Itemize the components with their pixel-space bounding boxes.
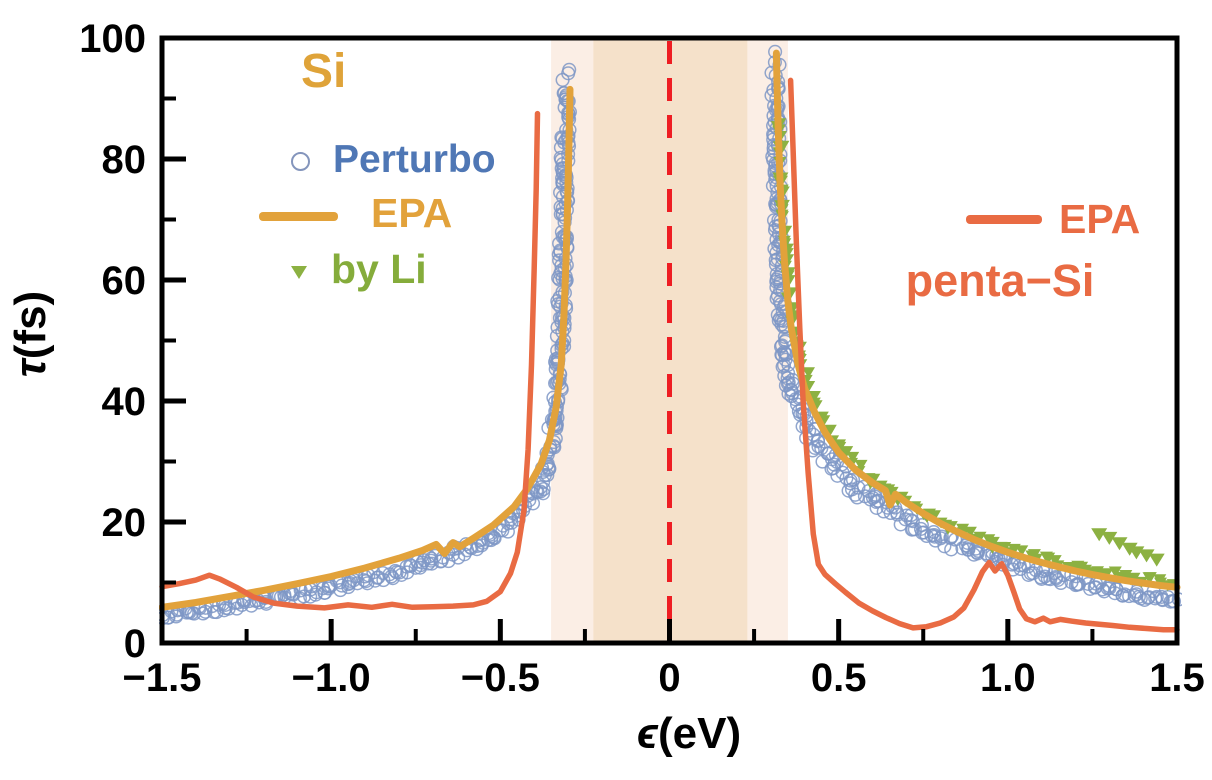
perturbo-si-point xyxy=(234,597,249,613)
legend-item-by-li: by Li xyxy=(331,246,427,292)
triangle-down-icon xyxy=(291,266,307,279)
byli-si-point xyxy=(928,510,941,522)
byli-si-outlier-point xyxy=(1148,553,1165,567)
perturbo-si-point xyxy=(1053,575,1068,591)
x-tick-label: 0.5 xyxy=(811,656,867,700)
perturbo-si-point xyxy=(1034,571,1049,586)
byli-si-point xyxy=(807,391,821,402)
perturbo-si-point xyxy=(774,338,789,353)
perturbo-si-point xyxy=(529,484,544,499)
x-tick-label: −1.5 xyxy=(123,656,202,700)
epa-si-line xyxy=(772,49,1181,591)
y-tick-label: 0 xyxy=(124,622,146,666)
y-tick-label: 80 xyxy=(102,138,147,182)
perturbo-si-point xyxy=(540,468,555,483)
tau-symbol: τ xyxy=(6,359,55,378)
legend-item-epa-si: EPA xyxy=(371,190,453,236)
perturbo-si-point xyxy=(778,347,794,362)
byli-si-point xyxy=(846,451,860,463)
perturbo-si-point xyxy=(424,556,439,571)
perturbo-si-point xyxy=(848,487,863,502)
epa-penta-si-line xyxy=(159,110,541,611)
byli-si-outlier-point xyxy=(1138,549,1155,563)
perturbo-si-point xyxy=(955,541,970,556)
legend-item-perturbo: Perturbo xyxy=(333,138,496,181)
perturbo-si-point xyxy=(890,507,905,522)
byli-si-point xyxy=(823,424,837,436)
perturbo-si-point xyxy=(944,542,959,557)
perturbo-si-point xyxy=(561,66,576,81)
perturbo-si-point xyxy=(1100,581,1115,596)
byli-si-point xyxy=(885,486,899,498)
byli-si-point xyxy=(802,367,815,379)
x-tick-label: −0.5 xyxy=(461,656,540,700)
epa-penta-si-line xyxy=(787,77,1180,633)
perturbo-si-point xyxy=(334,578,349,593)
y-tick-label: 20 xyxy=(102,501,147,545)
perturbo-si-point xyxy=(820,446,835,461)
x-tick-label: −1.0 xyxy=(292,656,371,700)
perturbo-si-point xyxy=(934,529,949,544)
x-tick-label: 1.5 xyxy=(1149,656,1205,700)
y-tick-label: 40 xyxy=(102,380,147,424)
perturbo-si-point xyxy=(810,434,825,449)
byli-si-point xyxy=(1015,545,1029,557)
epa-si-line xyxy=(159,85,574,611)
byli-si-outlier-point xyxy=(1101,531,1118,545)
perturbo-si-point xyxy=(536,475,551,490)
perturbo-si-point xyxy=(1095,582,1110,597)
perturbo-si-point xyxy=(1049,571,1064,586)
perturbo-si-point xyxy=(772,311,787,326)
perturbo-si-point xyxy=(919,528,934,544)
perturbo-si-point xyxy=(487,531,502,546)
line-swatch-icon xyxy=(966,215,1042,224)
open-circle-icon xyxy=(291,152,310,171)
y-tick-label: 60 xyxy=(102,259,147,303)
x-tick-label: 0 xyxy=(658,656,680,700)
y-tick-label: 100 xyxy=(79,17,146,61)
byli-si-point xyxy=(986,536,1000,548)
line-swatch-icon xyxy=(259,212,338,221)
y-axis-title: τ(fs) xyxy=(6,290,55,378)
x-tick-label: 1.0 xyxy=(980,656,1036,700)
byli-si-point xyxy=(840,446,854,458)
byli-si-outlier-point xyxy=(1111,537,1128,551)
perturbo-si-point xyxy=(536,482,551,497)
legend-si-title: Si xyxy=(301,45,347,98)
x-axis-title: ϵ(eV) xyxy=(636,709,742,758)
byli-si-point xyxy=(854,459,868,471)
byli-si-outlier-point xyxy=(1091,528,1108,542)
data-series-group xyxy=(159,44,1182,633)
perturbo-si-point xyxy=(850,490,865,505)
perturbo-si-point xyxy=(927,528,942,543)
legend-penta-si-title: penta−Si xyxy=(905,255,1095,306)
perturbo-si-point xyxy=(776,358,792,373)
perturbo-si-point xyxy=(1107,586,1122,601)
byli-si-outlier-point xyxy=(1121,542,1138,556)
perturbo-si-point xyxy=(504,515,519,530)
byli-si-point xyxy=(1143,572,1157,584)
legend-item-epa-penta: EPA xyxy=(1059,196,1141,242)
perturbo-si-point xyxy=(536,486,551,501)
perturbo-si-point xyxy=(533,484,548,499)
perturbo-si-point xyxy=(907,522,922,537)
perturbo-si-point xyxy=(368,573,383,588)
perturbo-si-point xyxy=(424,551,439,566)
byli-si-point xyxy=(963,526,977,538)
epsilon-symbol: ϵ xyxy=(636,709,658,758)
